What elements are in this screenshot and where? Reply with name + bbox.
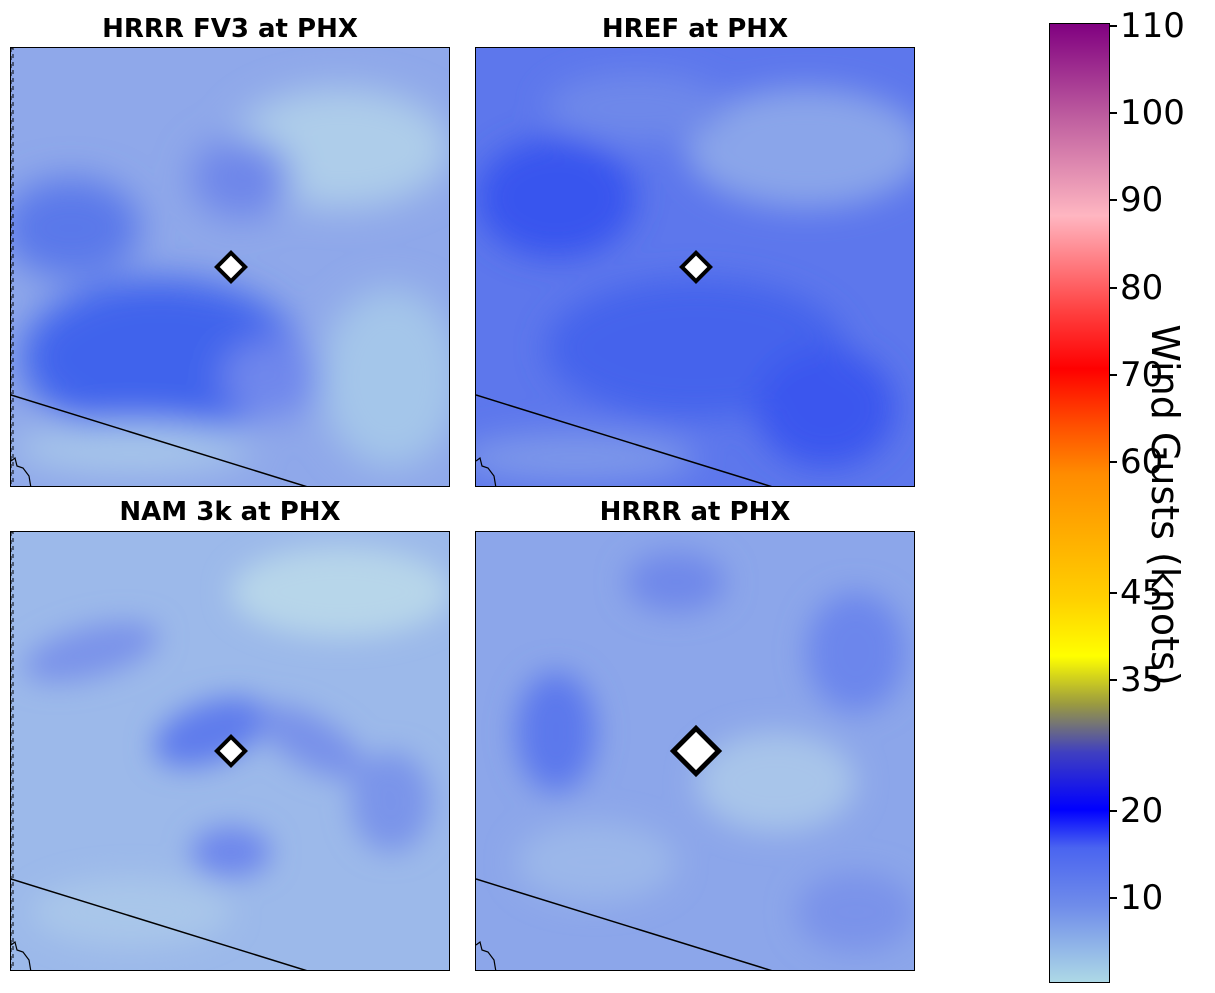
station-marker-icon (214, 250, 248, 284)
colorbar (1049, 23, 1110, 983)
station-marker-icon (669, 724, 723, 778)
panel-title-nam-3k: NAM 3k at PHX (119, 497, 341, 527)
map-panel-hrrr-fv3 (10, 47, 450, 487)
map-panel-href (475, 47, 915, 487)
map-panel-nam-3k (10, 531, 450, 971)
colorbar-label: Wind Gusts (knots) (1143, 324, 1187, 686)
panel-title-hrrr: HRRR at PHX (599, 497, 791, 527)
map-panel-hrrr (475, 531, 915, 971)
panel-title-hrrr-fv3: HRRR FV3 at PHX (102, 14, 358, 44)
station-marker-icon (679, 250, 713, 284)
panel-title-href: HREF at PHX (601, 14, 789, 44)
station-marker-icon (214, 734, 248, 768)
